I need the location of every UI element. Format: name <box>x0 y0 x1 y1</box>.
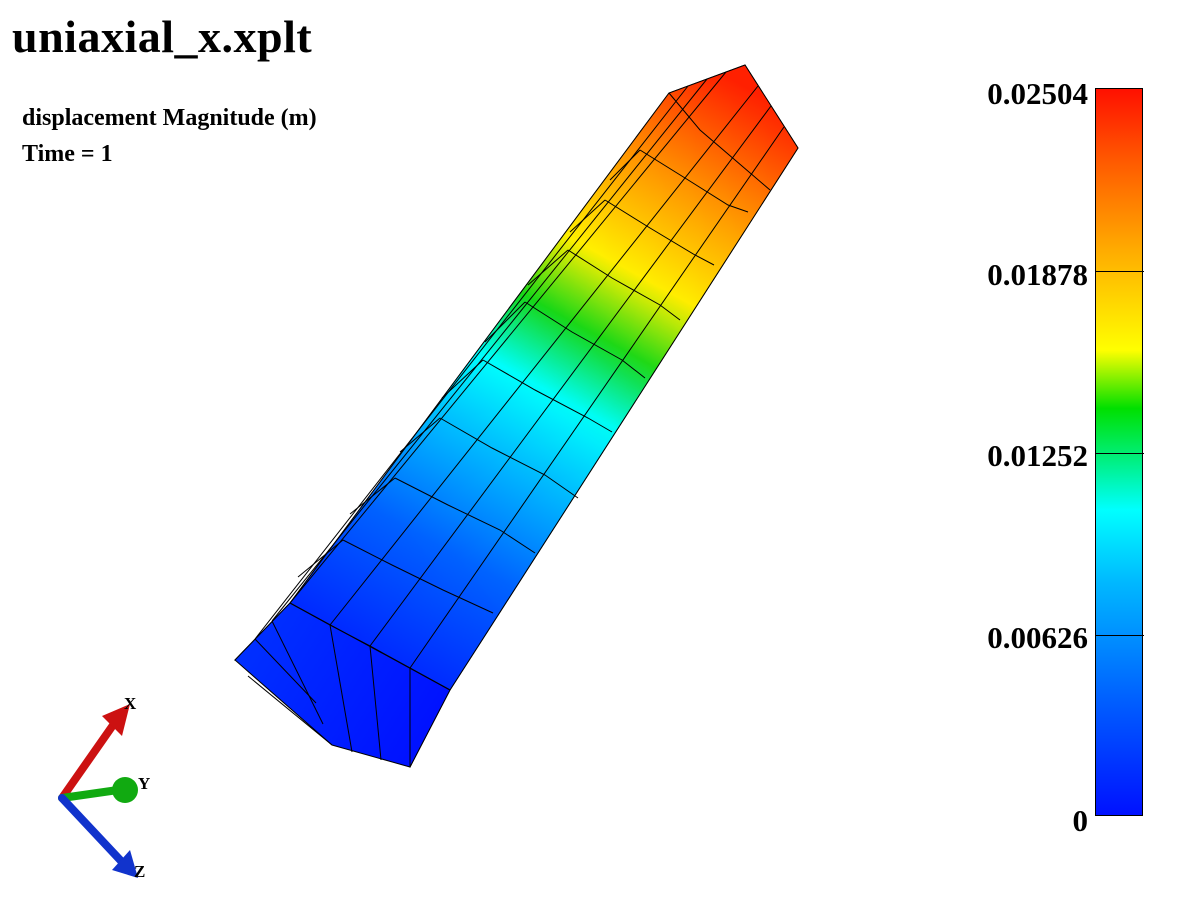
mesh-end-face <box>234 602 451 768</box>
field-label: displacement Magnitude (m) <box>22 105 317 131</box>
z-arrowhead-icon <box>112 850 138 878</box>
x-axis-arrow <box>58 714 122 802</box>
z-axis-label: Z <box>134 862 146 881</box>
x-arrowhead-icon <box>102 704 130 736</box>
y-axis-label: Y <box>138 774 151 793</box>
z-axis-arrow <box>58 794 126 866</box>
mesh-grid-lines <box>247 71 785 767</box>
y-arrowhead-icon <box>112 777 138 803</box>
document-title: uniaxial_x.xplt <box>12 11 313 62</box>
legend-tick-label: 0.01252 <box>987 438 1088 473</box>
legend-tick-line <box>1096 635 1144 636</box>
legend-tick-line <box>1096 271 1144 272</box>
legend-tick-label: 0.01878 <box>987 257 1088 292</box>
y-axis-arrow <box>58 786 122 802</box>
time-label: Time = 1 <box>22 141 113 167</box>
legend-tick-label-min: 0 <box>1072 803 1089 838</box>
legend-tick-label-max: 0.02504 <box>987 76 1088 111</box>
legend-tick-line <box>1096 453 1144 454</box>
x-axis-label: X <box>124 694 137 713</box>
legend-tick-label: 0.00626 <box>987 620 1088 655</box>
orientation-triad <box>58 704 138 878</box>
color-legend-bar <box>1095 88 1144 816</box>
